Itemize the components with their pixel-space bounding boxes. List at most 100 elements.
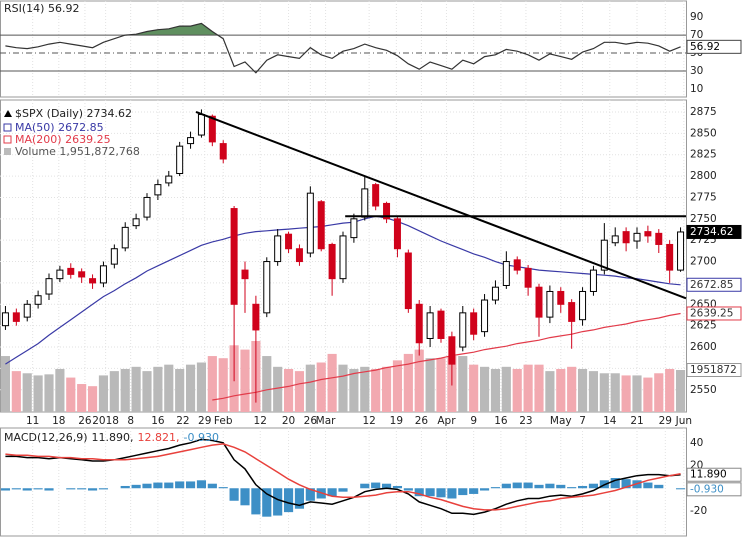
x-tick-label: 22 — [176, 415, 189, 427]
volume-bar — [371, 368, 381, 412]
candle-body — [557, 290, 565, 305]
x-tick-label: 12 — [254, 415, 267, 427]
ma50-icon — [3, 123, 12, 132]
histogram-bar — [273, 488, 283, 516]
volume-bar — [185, 364, 196, 412]
x-tick-label: 14 — [603, 415, 617, 427]
y-tick-label: 30 — [690, 65, 703, 77]
volume-bar — [654, 373, 664, 412]
x-tick-label: 16 — [494, 415, 508, 427]
candle-body — [513, 259, 521, 271]
volume-bar — [567, 366, 577, 412]
histogram-bar — [458, 488, 468, 496]
x-tick-label: May — [550, 415, 572, 427]
histogram-bar — [240, 488, 250, 506]
candle-body — [187, 137, 195, 145]
volume-bar — [316, 362, 326, 412]
histogram-bar — [164, 482, 174, 489]
volume-bar — [305, 364, 315, 412]
histogram-bar — [545, 483, 555, 489]
volume-bar — [512, 368, 522, 412]
volume-bar — [338, 364, 348, 412]
volume-bar — [588, 371, 599, 412]
candle-body — [524, 267, 532, 288]
candle-body — [285, 233, 293, 250]
volume-bar — [109, 371, 119, 412]
histogram-bar — [523, 482, 533, 489]
volume-bar — [142, 371, 152, 412]
y-tick-label: 2775 — [690, 191, 717, 203]
histogram-bar — [11, 488, 21, 490]
candle-body — [459, 312, 467, 348]
volume-bar — [665, 368, 675, 412]
volume-bar — [381, 366, 392, 412]
candle-body — [99, 265, 107, 284]
volume-bar — [55, 368, 65, 412]
x-tick-label: 8 — [127, 415, 134, 427]
volume-bar — [534, 364, 544, 412]
volume-bar — [175, 368, 185, 412]
volume-icon — [4, 148, 11, 155]
y-tick-label: 2550 — [690, 384, 717, 396]
y-tick-label: 2825 — [690, 149, 717, 161]
histogram-bar — [98, 488, 109, 490]
hist-value: -0.930 — [184, 431, 219, 444]
ma200-icon — [3, 135, 12, 144]
y-tick-label: 2625 — [690, 320, 717, 332]
volume-bar — [610, 373, 620, 412]
volume-bar — [66, 377, 76, 412]
volume-bar — [87, 386, 98, 412]
candle-body — [1, 312, 9, 327]
x-tick-label: 19 — [390, 415, 403, 427]
candle-body — [622, 231, 630, 244]
y-tick-label: 2850 — [690, 127, 717, 139]
histogram-bar — [131, 484, 141, 489]
histogram-bar — [44, 488, 54, 491]
candle-body — [241, 269, 249, 280]
moving-average-line — [212, 312, 681, 401]
histogram-bar — [66, 488, 76, 490]
histogram-bar — [577, 485, 588, 489]
y-tick-label: 2750 — [690, 213, 717, 225]
x-tick-label: 23 — [519, 415, 532, 427]
candle-body — [208, 115, 216, 143]
value-tag-box — [686, 224, 742, 239]
x-tick-label: Apr — [437, 415, 456, 427]
value-tag-box — [686, 277, 742, 292]
volume-bar — [643, 377, 653, 412]
histogram-bar — [196, 480, 207, 489]
volume-bar — [414, 349, 424, 412]
candle-body — [404, 252, 412, 310]
candle-body — [219, 143, 227, 160]
candle-body — [481, 299, 489, 333]
rsi-line — [5, 22, 681, 74]
histogram-bar — [153, 482, 163, 489]
volume-bar — [469, 364, 479, 412]
x-tick-label: 26 — [415, 415, 429, 427]
volume-bar — [218, 358, 228, 412]
histogram-bar — [77, 488, 87, 490]
histogram-bar — [392, 485, 403, 489]
candle-body — [611, 235, 619, 244]
candle-body — [143, 196, 151, 218]
x-tick-label: 21 — [630, 415, 643, 427]
volume-bar — [120, 368, 130, 412]
candle-body — [263, 261, 271, 314]
value-tag: 1951872 — [690, 364, 737, 376]
x-tick-label: 9 — [470, 415, 477, 427]
candle-body — [361, 188, 369, 218]
candle-body — [121, 226, 129, 249]
histogram-bar — [251, 488, 261, 515]
candle-body — [644, 231, 652, 237]
volume-bar — [501, 366, 511, 412]
volume-bar — [33, 375, 43, 412]
price-icon — [4, 110, 12, 117]
histogram-bar — [87, 488, 98, 491]
panel-frame — [0, 427, 687, 537]
histogram-bar — [338, 488, 348, 492]
x-tick-label: Feb — [214, 415, 233, 427]
histogram-bar — [0, 488, 11, 491]
volume-bar — [403, 353, 413, 412]
candle-body — [67, 267, 75, 275]
